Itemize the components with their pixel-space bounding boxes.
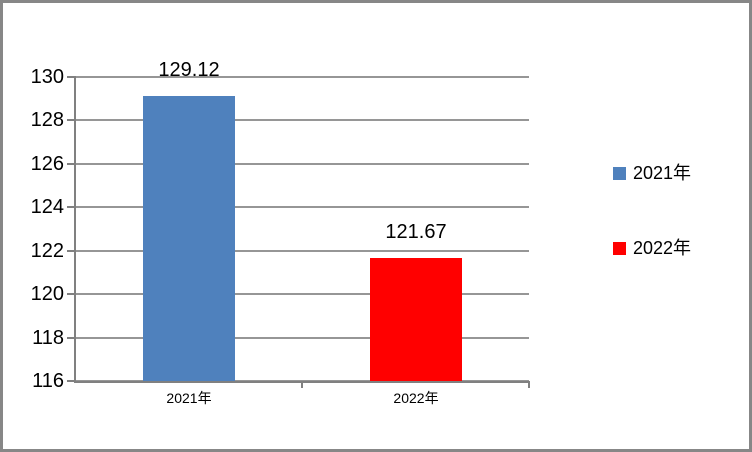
y-axis-tick (67, 250, 75, 252)
gridline (76, 163, 529, 165)
gridline (76, 119, 529, 121)
y-axis-tick-label: 122 (30, 240, 64, 262)
y-axis-tick-label: 126 (30, 153, 64, 175)
legend-item: 2021年 (613, 163, 691, 183)
legend-swatch (613, 241, 626, 255)
y-axis-tick (67, 293, 75, 295)
y-axis-tick-label: 124 (30, 196, 64, 218)
gridline (76, 250, 529, 252)
bar-2022年 (370, 258, 462, 382)
y-axis-tick-label: 120 (30, 283, 64, 305)
y-axis-tick (67, 337, 75, 339)
y-axis-tick (67, 206, 75, 208)
y-axis-tick (67, 119, 75, 121)
y-axis-line (74, 76, 76, 383)
gridline (76, 206, 529, 208)
bar-value-label: 129.12 (158, 59, 220, 81)
y-axis-tick (67, 380, 75, 382)
y-axis-tick-label: 118 (32, 327, 64, 349)
bar-value-label: 121.67 (385, 221, 447, 243)
legend-swatch (613, 166, 626, 180)
x-axis-tick (528, 382, 530, 388)
y-axis-tick-label: 128 (30, 109, 64, 131)
x-axis-category-label: 2021年 (166, 390, 212, 406)
legend-label: 2022年 (633, 238, 692, 258)
gridline (76, 76, 529, 78)
bar-2021年 (143, 96, 235, 382)
x-axis-tick (301, 382, 303, 388)
legend-item: 2022年 (613, 238, 691, 258)
y-axis-tick (67, 76, 75, 78)
y-axis-tick-label: 130 (30, 66, 64, 88)
y-axis-tick-label: 116 (32, 370, 64, 392)
legend-label: 2021年 (633, 163, 692, 183)
gridline (76, 293, 529, 295)
gridline (76, 337, 529, 339)
y-axis-tick (67, 163, 75, 165)
x-axis-category-label: 2022年 (393, 390, 439, 406)
